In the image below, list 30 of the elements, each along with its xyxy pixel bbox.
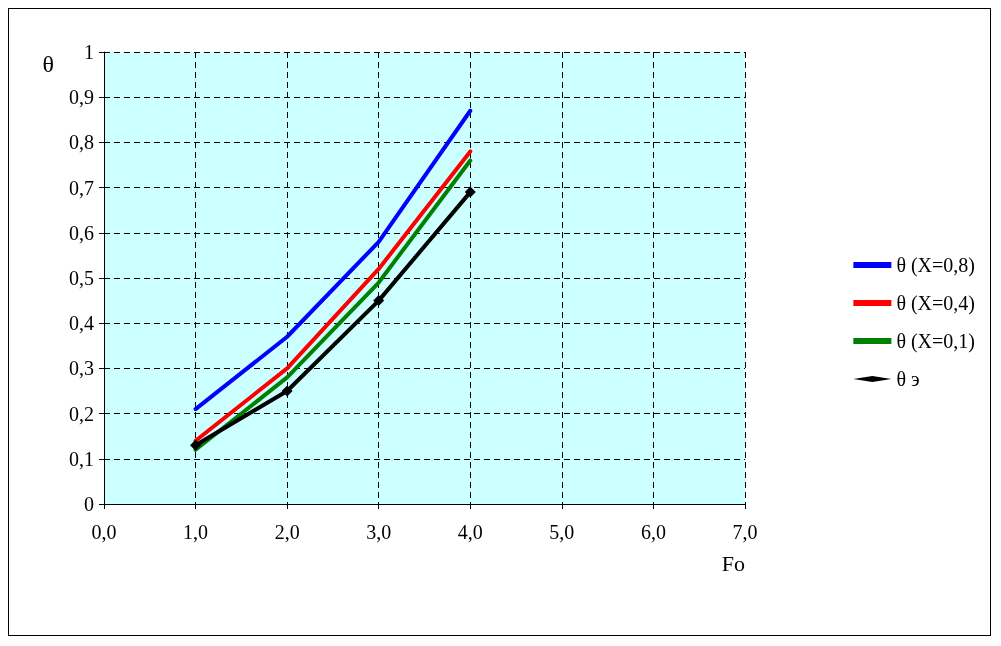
x-tick-label: 3,0 [366,521,392,543]
y-tick-label: 0,8 [69,131,94,154]
x-tick-label: 1,0 [183,521,209,543]
y-tick-label: 0,6 [69,221,94,244]
y-tick-label: 0,2 [69,402,94,425]
point [281,385,293,397]
point [464,186,476,198]
y-tick-label: 0,9 [69,86,94,109]
x-tick-label: 6,0 [640,521,666,543]
y-tick-label: 0 [84,493,94,515]
point [373,295,385,307]
x-tick-label: 2,0 [274,521,300,543]
legend-label: θ (X=0,8) [896,254,975,277]
y-axis-title: θ [42,51,54,77]
y-tick-label: 0,7 [69,176,94,199]
x-tick-label: 4,0 [457,521,483,543]
x-tick-label: 5,0 [549,521,575,543]
legend-label: θ (X=0,4) [896,292,975,315]
y-tick-label: 0,4 [69,312,94,335]
legend-label: θ э [896,368,920,390]
x-axis-title: Fo [721,550,745,576]
y-tick-label: 0,1 [69,447,94,470]
legend-label: θ (X=0,1) [896,330,975,353]
point [190,439,202,451]
line-series [193,108,473,412]
x-tick-label: 0,0 [91,521,117,543]
x-tick-label: 7,0 [732,521,758,543]
y-tick-label: 1 [84,41,94,63]
y-tick-label: 0,5 [69,267,94,289]
y-tick-label: 0,3 [69,357,94,380]
